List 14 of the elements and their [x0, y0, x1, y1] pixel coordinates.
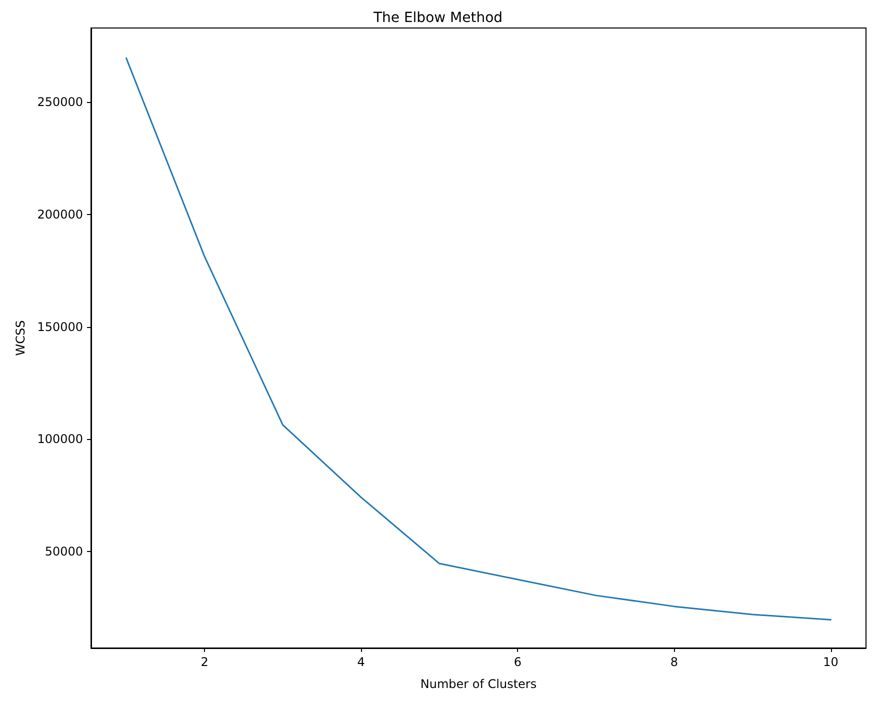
x-tick-label: 2: [200, 655, 208, 669]
x-tick-label: 4: [357, 655, 365, 669]
y-axis-title: WCSS: [13, 320, 28, 356]
chart-title: The Elbow Method: [372, 10, 503, 26]
y-tick-label: 200000: [37, 207, 83, 222]
y-tick-label: 150000: [37, 320, 83, 334]
y-tick-label: 100000: [37, 432, 83, 446]
x-tick-label: 8: [670, 655, 678, 669]
line-series: [125, 57, 832, 620]
x-axis-title: Number of Clusters: [420, 677, 537, 691]
x-tick-label: 10: [823, 655, 838, 669]
y-tick-label: 250000: [37, 95, 83, 110]
x-tick-label: 6: [514, 655, 522, 669]
y-tick-label: 50000: [44, 544, 83, 558]
